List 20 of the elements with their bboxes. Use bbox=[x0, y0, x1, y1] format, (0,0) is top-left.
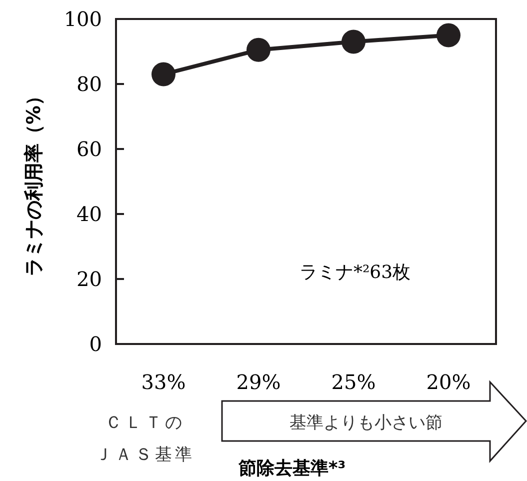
y-tick-label: 80 bbox=[76, 72, 102, 96]
point bbox=[246, 38, 270, 62]
text: ＣＬＴの bbox=[105, 413, 185, 433]
point bbox=[152, 62, 176, 86]
x-axis-title: 節除去基準*³ bbox=[237, 458, 346, 479]
y-tick-label: 100 bbox=[64, 7, 102, 31]
point bbox=[436, 23, 460, 48]
annotation: ラミナ*²63枚 bbox=[299, 262, 411, 283]
y-tick-label: 60 bbox=[76, 137, 102, 161]
x-tick-label: 33% bbox=[141, 370, 186, 394]
point bbox=[342, 30, 366, 54]
text: ＪＡＳ基準 bbox=[95, 445, 195, 465]
y-tick-label: 40 bbox=[76, 202, 102, 226]
y-axis-title: ラミナの利用率（%） bbox=[23, 86, 45, 277]
text: 基準よりも小さい節 bbox=[290, 413, 442, 433]
y-tick-label: 0 bbox=[89, 332, 102, 356]
x-tick-label: 20% bbox=[426, 370, 471, 394]
y-tick-label: 20 bbox=[76, 267, 102, 291]
x-tick-label: 25% bbox=[331, 370, 376, 394]
x-tick-label: 29% bbox=[236, 370, 281, 394]
